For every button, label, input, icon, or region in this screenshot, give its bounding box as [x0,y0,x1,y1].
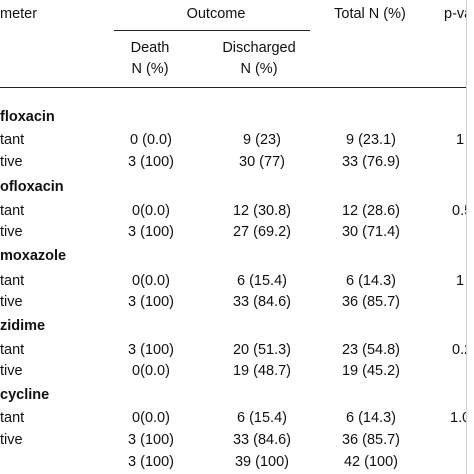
row-discharged: 27 (69.2) [232,224,292,240]
row-pvalue: 1 [456,273,465,289]
row-death: 0(0.0) [132,410,170,426]
row-total: 36 (85.7) [341,294,401,310]
group-name: zidime [0,318,46,334]
header-discharged-line2: N (%) [240,61,278,77]
row-death: 0(0.0) [132,273,170,289]
crop-edge-line [466,0,467,474]
total-row-death: 3 (100) [128,454,174,470]
outcome-underline [114,30,310,31]
row-label: tive [0,154,23,170]
row-total: 23 (54.8) [341,342,401,358]
row-death: 0(0.0) [132,363,170,379]
row-total: 6 (14.3) [346,273,396,289]
header-pvalue: p-va [444,6,473,22]
row-discharged: 20 (51.3) [232,342,292,358]
header-death-line1: Death [130,40,170,56]
total-row-total: 42 (100) [343,454,399,470]
header-discharged-line1: Discharged [222,40,296,56]
row-total: 6 (14.3) [346,410,396,426]
row-discharged: 9 (23) [243,132,281,148]
row-label: tant [0,273,25,289]
row-death: 3 (100) [128,432,174,448]
row-death: 0(0.0) [132,203,170,219]
header-parameter: meter [0,6,38,22]
row-discharged: 30 (77) [239,154,285,170]
right-crop-mask [466,0,474,474]
header-outcome: Outcome [186,6,246,22]
total-row-discharged: 39 (100) [234,454,290,470]
row-total: 19 (45.2) [341,363,401,379]
header-rule [0,87,474,88]
row-label: tant [0,132,25,148]
row-total: 12 (28.6) [341,203,401,219]
row-label: tive [0,224,23,240]
row-label: tant [0,410,25,426]
row-discharged: 33 (84.6) [232,294,292,310]
row-pvalue: 1 [456,132,465,148]
group-name: cycline [0,387,50,403]
row-pvalue: 1.0 [450,410,471,426]
header-total: Total N (%) [334,6,406,22]
row-label: tant [0,203,25,219]
row-death: 3 (100) [128,294,174,310]
row-label: tive [0,294,23,310]
row-discharged: 12 (30.8) [232,203,292,219]
row-discharged: 19 (48.7) [232,363,292,379]
row-total: 36 (85.7) [341,432,401,448]
row-death: 0 (0.0) [130,132,172,148]
row-label: tive [0,432,23,448]
row-death: 3 (100) [128,154,174,170]
row-total: 9 (23.1) [346,132,396,148]
header-death-line2: N (%) [131,61,169,77]
group-name: ofloxacin [0,179,64,195]
row-discharged: 6 (15.4) [237,410,287,426]
row-total: 30 (71.4) [341,224,401,240]
group-name: moxazole [0,248,67,264]
group-name: floxacin [0,109,55,125]
row-discharged: 33 (84.6) [232,432,292,448]
row-label: tive [0,363,23,379]
row-label: tant [0,342,25,358]
row-discharged: 6 (15.4) [237,273,287,289]
row-death: 3 (100) [128,224,174,240]
row-total: 33 (76.9) [341,154,401,170]
row-death: 3 (100) [128,342,174,358]
